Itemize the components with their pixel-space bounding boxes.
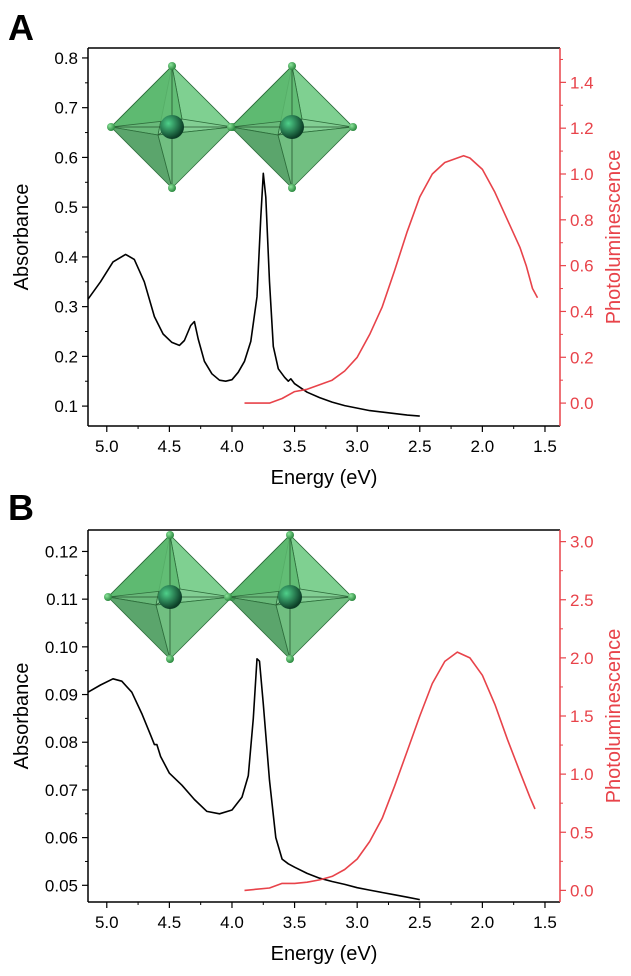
x-axis-title: Energy (eV) <box>271 467 378 489</box>
x-tick-label: 5.0 <box>95 913 119 932</box>
photoluminescence-line <box>244 651 536 892</box>
halide-atom <box>168 184 176 192</box>
panel-a: A 5.0 4.5 4.0 3.5 3.0 2.5 2.0 1.5 Energy (eV) 0.1 0… <box>8 7 625 489</box>
octahedron <box>224 531 356 663</box>
y-tick-label: 0.7 <box>54 99 78 118</box>
absorbance-line <box>87 172 420 417</box>
y2-tick-label: 0.2 <box>570 348 594 367</box>
x-tick-label: 3.5 <box>283 913 307 932</box>
octahedron-face <box>277 126 355 189</box>
y2-axis-title: Photoluminescence <box>603 150 625 325</box>
y-tick-label: 0.8 <box>54 49 78 68</box>
octahedron-face <box>106 534 181 598</box>
x-tick-label: 4.0 <box>220 913 244 932</box>
y-tick-label: 0.09 <box>45 686 78 705</box>
y-tick-label: 0.10 <box>45 638 78 657</box>
y2-tick-label: 0.5 <box>570 823 594 842</box>
octahedron-face <box>157 126 235 189</box>
panel-b: B 5.0 4.5 4.0 3.5 3.0 2.5 2.0 1.5 Energy (eV) 0.05… <box>8 487 625 965</box>
absorbance-line <box>87 658 420 901</box>
octahedron <box>227 62 357 192</box>
x-tick-label: 2.0 <box>471 913 495 932</box>
halide-atom <box>107 123 115 131</box>
y2-tick-label: 2.5 <box>570 591 594 610</box>
y2-tick-label: 1.0 <box>570 165 594 184</box>
y-tick-label: 0.3 <box>54 298 78 317</box>
x-tick-label: 4.0 <box>220 437 244 456</box>
x-tick-label: 2.0 <box>471 437 495 456</box>
y2-tick-label: 2.0 <box>570 649 594 668</box>
x-tick-label: 1.5 <box>533 913 557 932</box>
y2-tick-label: 0.0 <box>570 394 594 413</box>
halide-atom <box>166 655 174 663</box>
x-tick-label: 5.0 <box>95 437 119 456</box>
halide-atom <box>166 531 174 539</box>
x-tick-label: 4.5 <box>158 437 182 456</box>
y-tick-label: 0.11 <box>46 590 78 609</box>
y-tick-label: 0.4 <box>54 248 78 267</box>
y2-tick-label: 0.8 <box>570 211 594 230</box>
x-tick-label: 4.5 <box>158 913 182 932</box>
metal-atom <box>158 585 182 609</box>
y-axis-title: Absorbance <box>11 184 33 291</box>
y-tick-label: 0.6 <box>54 148 78 167</box>
y-tick-label: 0.12 <box>45 542 78 561</box>
y2-tick-label: 0.6 <box>570 257 594 276</box>
octahedron-face <box>229 65 303 128</box>
y2-tick-label: 1.4 <box>570 73 594 92</box>
halide-atom <box>168 62 176 70</box>
y-tick-label: 0.1 <box>54 397 78 416</box>
y-tick-label: 0.08 <box>45 733 78 752</box>
y2-axis-title: Photoluminescence <box>603 629 625 804</box>
halide-atom <box>348 593 356 601</box>
y-tick-label: 0.06 <box>45 829 78 848</box>
metal-atom <box>280 115 304 139</box>
octahedron <box>104 531 236 663</box>
y2-tick-label: 0.4 <box>570 302 594 321</box>
halide-atom <box>227 123 235 131</box>
metal-atom <box>160 115 184 139</box>
metal-atom <box>278 585 302 609</box>
x-tick-label: 1.5 <box>533 437 557 456</box>
y2-tick-label: 1.5 <box>570 707 594 726</box>
y2-tick-label: 0.0 <box>570 881 594 900</box>
panel-letter: A <box>8 7 34 48</box>
halide-atom <box>286 655 294 663</box>
octahedron-face <box>226 534 301 598</box>
halide-atom <box>349 123 357 131</box>
y-axis-title: Absorbance <box>11 663 33 770</box>
photoluminescence-line <box>244 154 539 404</box>
octahedron-face <box>155 596 234 660</box>
y-tick-label: 0.07 <box>45 781 78 800</box>
octahedron-face <box>109 65 183 128</box>
octahedron-face <box>275 596 354 660</box>
halide-atom <box>286 531 294 539</box>
x-tick-label: 3.5 <box>283 437 307 456</box>
x-tick-label: 2.5 <box>408 437 432 456</box>
halide-atom <box>288 62 296 70</box>
panel-letter: B <box>8 487 34 528</box>
x-axis-title: Energy (eV) <box>271 943 378 965</box>
octahedron <box>107 62 237 192</box>
y-tick-label: 0.5 <box>54 198 78 217</box>
x-tick-label: 3.0 <box>345 437 369 456</box>
x-tick-label: 3.0 <box>345 913 369 932</box>
y-tick-label: 0.05 <box>45 876 78 895</box>
x-tick-label: 2.5 <box>408 913 432 932</box>
halide-atom <box>288 184 296 192</box>
halide-atom <box>104 593 112 601</box>
y2-tick-label: 1.2 <box>570 119 594 138</box>
halide-atom <box>224 593 232 601</box>
y-tick-label: 0.2 <box>54 347 78 366</box>
y2-tick-label: 3.0 <box>570 533 594 552</box>
y2-tick-label: 1.0 <box>570 765 594 784</box>
